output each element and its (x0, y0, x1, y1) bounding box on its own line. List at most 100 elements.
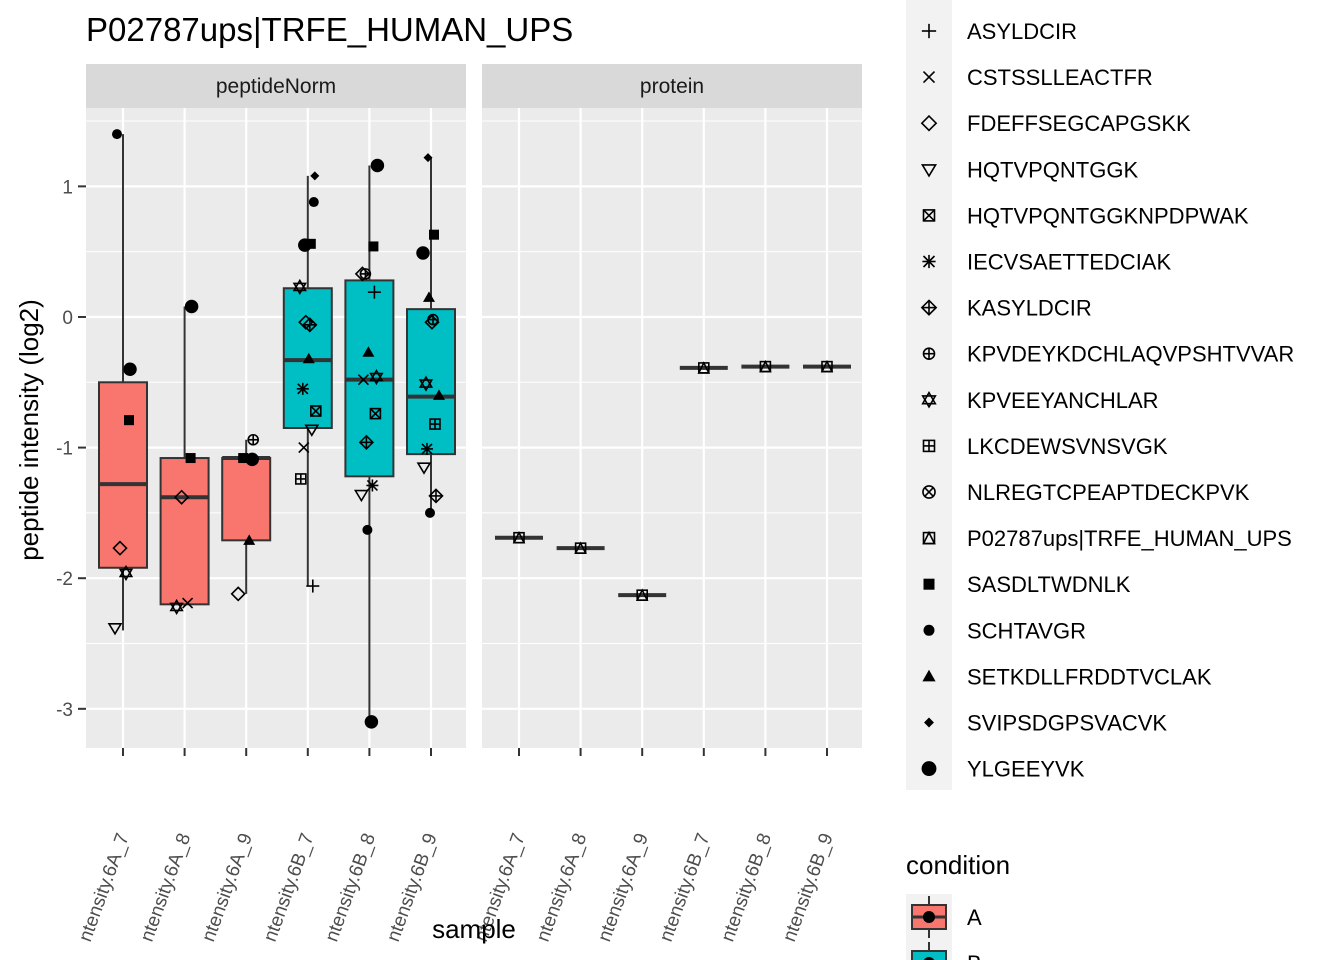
strip-peptideNorm (86, 64, 466, 108)
x-tick-label: ntensity.6A_7 (75, 831, 134, 945)
legend-key-circle-filled (923, 624, 935, 636)
y-tick-label: 1 (62, 177, 73, 198)
data-point (428, 488, 444, 504)
legend-key-circle-large (921, 761, 937, 777)
legend-label: KASYLDCIR (967, 296, 1092, 321)
data-point (697, 361, 711, 374)
data-point (182, 597, 194, 609)
x-tick-label: ntensity.6A_9 (198, 831, 257, 945)
legend-key-triangle-down-open (920, 164, 938, 178)
legend-key-asterisk (922, 254, 936, 269)
legend-fill-swatch (911, 950, 947, 960)
data-point (433, 389, 445, 400)
data-point (302, 352, 315, 364)
condition-legend-label: B (967, 951, 982, 960)
legend-item: KPVDEYKDCHLAQVPSHTVVAR (922, 342, 1294, 367)
data-point (759, 359, 772, 373)
x-tick-label: ntensity.6B_9 (779, 831, 838, 945)
legend-item: HQTVPQNTGGK (920, 157, 1138, 182)
data-point (169, 598, 184, 616)
box-iqr (98, 381, 148, 569)
legend-key-triangle-filled (922, 669, 936, 682)
data-point (358, 434, 375, 450)
data-point (357, 374, 369, 386)
box-iqr (159, 457, 210, 606)
data-point (429, 229, 439, 240)
legend-item: IECVSAETTEDCIAK (922, 250, 1171, 275)
data-point (309, 405, 322, 417)
x-tick-label: ntensity.6B_8 (321, 831, 380, 945)
legend-label: YLGEEYVK (967, 757, 1085, 782)
legend-item: SVIPSDGPSVACVK (924, 711, 1167, 736)
legend-item: SASDLTWDNLK (923, 572, 1131, 597)
legend-label: KPVDEYKDCHLAQVPSHTVVAR (967, 342, 1294, 367)
data-point (370, 158, 385, 173)
data-point (238, 453, 249, 464)
data-point (308, 197, 319, 208)
data-point (362, 524, 373, 535)
x-axis-title: sample (432, 914, 516, 944)
legend-item: FDEFFSEGCAPGSKK (920, 111, 1191, 136)
x-tick-label: ntensity.6B_7 (656, 831, 715, 945)
legend-item: NLREGTCPEAPTDECKPVK (922, 480, 1250, 505)
data-point (306, 579, 320, 593)
legend-key-plus (921, 23, 937, 39)
legend-key-square-triangle (922, 530, 936, 545)
y-axis: -3 -2 -1 0 1 (56, 177, 86, 721)
legend-key-background (906, 0, 952, 790)
legend-label: NLREGTCPEAPTDECKPVK (967, 480, 1250, 505)
data-point (362, 346, 375, 357)
data-point (230, 586, 246, 602)
data-point (304, 424, 320, 437)
legend-key-circle-cross (922, 485, 936, 499)
legend-key-diamond-plus (920, 299, 938, 316)
condition-legend-item: B (906, 940, 982, 960)
data-point (124, 415, 134, 426)
data-point (184, 299, 199, 314)
legend-label: P02787ups|TRFE_HUMAN_UPS (967, 526, 1292, 551)
legend-label: SCHTAVGR (967, 618, 1086, 643)
legend-label: KPVEEYANCHLAR (967, 388, 1159, 413)
legend-point (923, 911, 935, 923)
data-point (245, 452, 259, 467)
peptide-shape-legend: ASYLDCIR CSTSSLLEACTFR FDEFFSEGCAPGSKK HQTV… (906, 0, 1294, 790)
data-point (294, 473, 307, 485)
x-tick-label: ntensity.6B_7 (260, 831, 319, 945)
x-tick-label: ntensity.6A_8 (533, 831, 592, 945)
data-point (425, 507, 435, 518)
legend-key-square-plus (922, 439, 936, 453)
y-tick-label: 0 (62, 308, 73, 329)
data-point (292, 278, 307, 296)
data-point (112, 129, 122, 140)
strip-protein (482, 64, 862, 108)
box-iqr (221, 457, 272, 542)
legend-point (923, 957, 935, 960)
legend-key-square-cross (922, 209, 936, 222)
legend-label: HQTVPQNTGGKNPDPWAK (967, 203, 1249, 228)
legend-label: FDEFFSEGCAPGSKK (967, 111, 1191, 136)
condition-legend-label: A (967, 905, 982, 930)
legend-key-square-filled (923, 578, 935, 590)
data-point (302, 317, 318, 333)
condition-legend-title: condition (906, 850, 1010, 880)
data-point (368, 241, 379, 252)
strip-label-peptideNorm: peptideNorm (216, 75, 336, 98)
condition-legend-item: A (906, 894, 982, 940)
legend-label: LKCDEWSVNSVGK (967, 434, 1168, 459)
panel-background (482, 108, 862, 748)
x-tick-label: ntensity.6A_9 (594, 831, 653, 945)
strip-label-protein: protein (640, 75, 704, 98)
legend-label: ASYLDCIR (967, 19, 1077, 44)
legend-item: LKCDEWSVNSVGK (922, 434, 1168, 459)
data-point (353, 489, 369, 503)
y-tick-label: -3 (56, 700, 73, 721)
data-point (298, 442, 310, 454)
x-tick-label: ntensity.6B_8 (717, 831, 776, 945)
x-tick-label: ntensity.6A_8 (137, 831, 196, 945)
legend-item: HQTVPQNTGGKNPDPWAK (922, 203, 1249, 228)
data-point (574, 541, 587, 554)
legend-label: SVIPSDGPSVACVK (967, 711, 1167, 736)
legend-key-diamond-open (920, 114, 938, 132)
data-point (366, 479, 379, 492)
